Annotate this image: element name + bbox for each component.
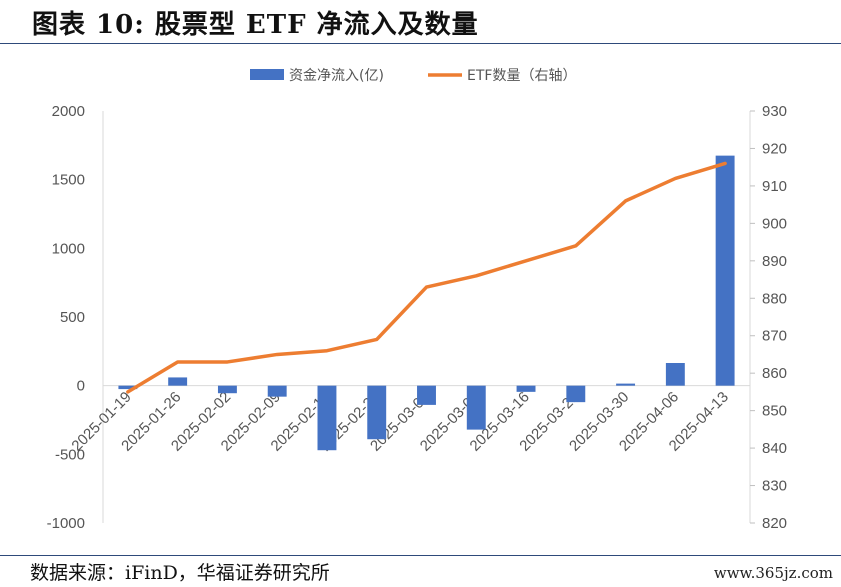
legend-swatch-bar [250, 69, 284, 80]
bar [367, 385, 387, 440]
bar [516, 385, 536, 392]
bar-series [118, 155, 735, 451]
bar [715, 155, 735, 386]
y-right-tick-label: 880 [762, 290, 787, 307]
combo-chart: 资金净流入(亿) ETF数量（右轴） 2000 1500 1000 500 0 -500 -1… [47, 68, 787, 532]
y-left-tick-label: 1500 [52, 172, 85, 189]
y-left-tick-label: -1000 [47, 515, 85, 532]
bar [466, 385, 486, 430]
y-right-tick-label: 890 [762, 253, 787, 270]
y-right-tick-label: 910 [762, 178, 787, 195]
y-right-tick-label: 920 [762, 140, 787, 157]
y-right-tick-label: 840 [762, 440, 787, 457]
y-right-tick-label: 850 [762, 403, 787, 420]
line-path [126, 161, 727, 394]
bar [417, 385, 436, 405]
y-right-tick-label: 930 [762, 103, 787, 120]
y-right-tick-label: 900 [762, 215, 787, 232]
watermark: www.365jz.com [713, 564, 833, 582]
y-right-tick-label: 830 [762, 478, 787, 495]
legend-label-bar: 资金净流入(亿) [289, 68, 384, 84]
y-right-tick-label: 860 [762, 365, 787, 382]
source-note: 数据来源：iFinD，华福证券研究所 [30, 562, 330, 584]
y-right-tick-label: 870 [762, 328, 787, 345]
y-left-tick-label: 2000 [52, 103, 85, 120]
bar [168, 377, 188, 386]
bar [267, 385, 287, 397]
line-series [126, 161, 727, 394]
y-left-tick-label: -500 [55, 446, 85, 463]
source-rule [0, 555, 841, 556]
chart-axes: 2000 1500 1000 500 0 -500 -1000 930 920 910 900 890… [47, 103, 787, 532]
bar [616, 383, 636, 386]
bar [665, 363, 685, 386]
bar [566, 385, 586, 403]
bar [118, 385, 138, 390]
y-left-tick-label: 500 [60, 309, 85, 326]
figure-title: 图表 10: 股票型 ETF 净流入及数量 [32, 10, 479, 40]
y-right-tick-label: 820 [762, 515, 787, 532]
legend-label-line: ETF数量（右轴） [467, 68, 576, 84]
bar [317, 385, 337, 451]
y-left-tick-label: 1000 [52, 240, 85, 257]
bar [217, 385, 237, 394]
y-left-tick-label: 0 [77, 378, 85, 395]
title-rule [0, 43, 841, 44]
chart-legend: 资金净流入(亿) ETF数量（右轴） [250, 68, 576, 84]
